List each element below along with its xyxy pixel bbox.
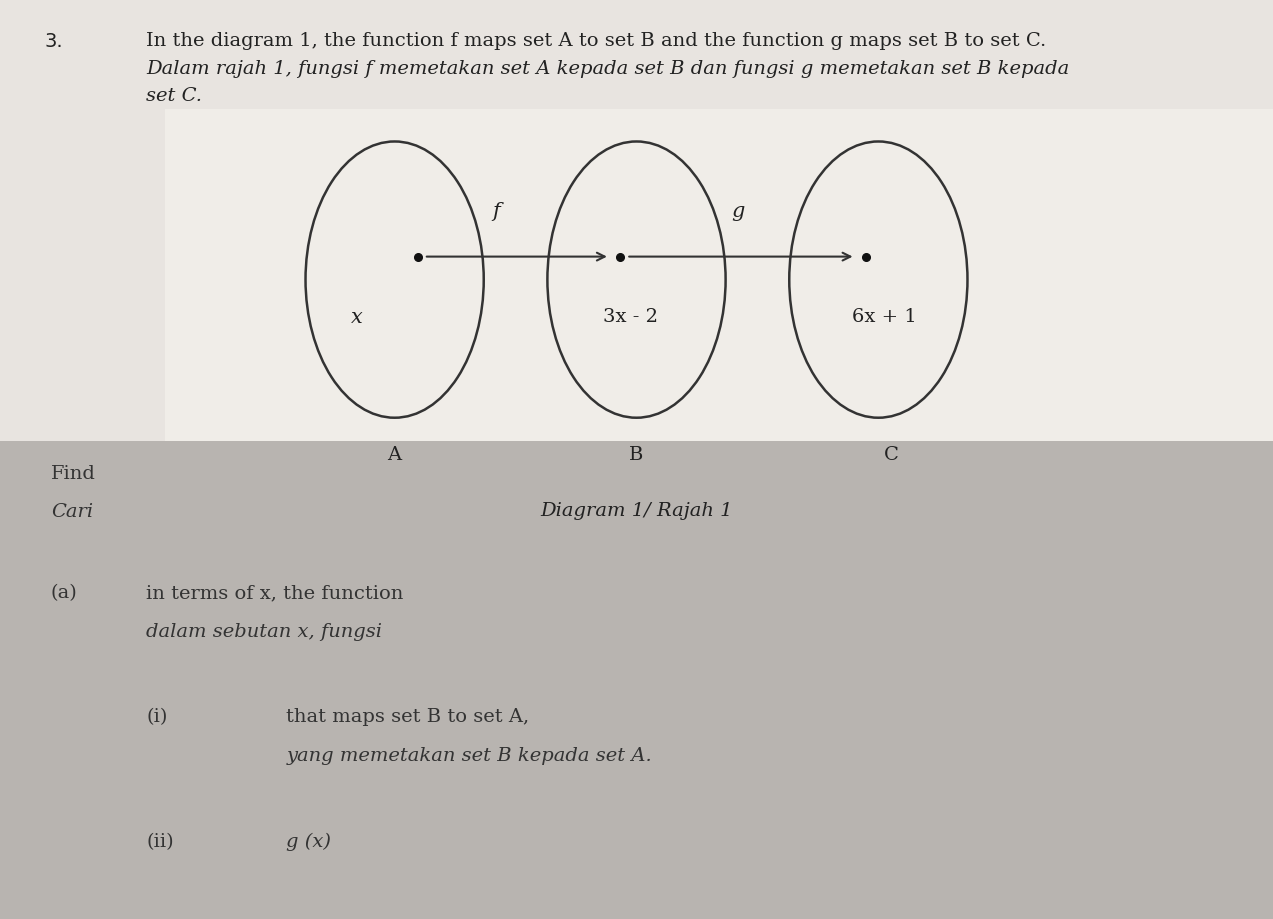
Text: (i): (i) bbox=[146, 708, 168, 726]
Text: Diagram 1/ Rajah 1: Diagram 1/ Rajah 1 bbox=[540, 501, 733, 519]
Bar bbox=[0, 441, 1273, 919]
Text: Dalam rajah 1, fungsi f memetakan set A kepada set B dan fungsi g memetakan set : Dalam rajah 1, fungsi f memetakan set A … bbox=[146, 60, 1069, 78]
Text: 3x - 2: 3x - 2 bbox=[602, 308, 658, 326]
Text: g (x): g (x) bbox=[286, 832, 331, 850]
Text: C: C bbox=[883, 446, 899, 464]
Bar bbox=[165, 110, 1273, 441]
Text: Cari: Cari bbox=[51, 503, 93, 521]
Text: that maps set B to set A,: that maps set B to set A, bbox=[286, 708, 530, 726]
Text: yang memetakan set B kepada set A.: yang memetakan set B kepada set A. bbox=[286, 746, 652, 765]
Text: g: g bbox=[732, 201, 745, 221]
Bar bbox=[0, 0, 1273, 441]
Text: f: f bbox=[493, 201, 500, 221]
Text: set C.: set C. bbox=[146, 87, 202, 106]
Text: Find: Find bbox=[51, 464, 95, 482]
Text: 3.: 3. bbox=[45, 32, 64, 51]
Text: B: B bbox=[629, 446, 644, 464]
Text: A: A bbox=[387, 446, 402, 464]
Text: x: x bbox=[350, 308, 363, 326]
Text: 6x + 1: 6x + 1 bbox=[853, 308, 917, 326]
Text: in terms of x, the function: in terms of x, the function bbox=[146, 584, 404, 602]
Text: (ii): (ii) bbox=[146, 832, 174, 850]
Text: In the diagram 1, the function f maps set A to set B and the function g maps set: In the diagram 1, the function f maps se… bbox=[146, 32, 1046, 51]
Text: dalam sebutan x, fungsi: dalam sebutan x, fungsi bbox=[146, 622, 382, 641]
Text: (a): (a) bbox=[51, 584, 78, 602]
